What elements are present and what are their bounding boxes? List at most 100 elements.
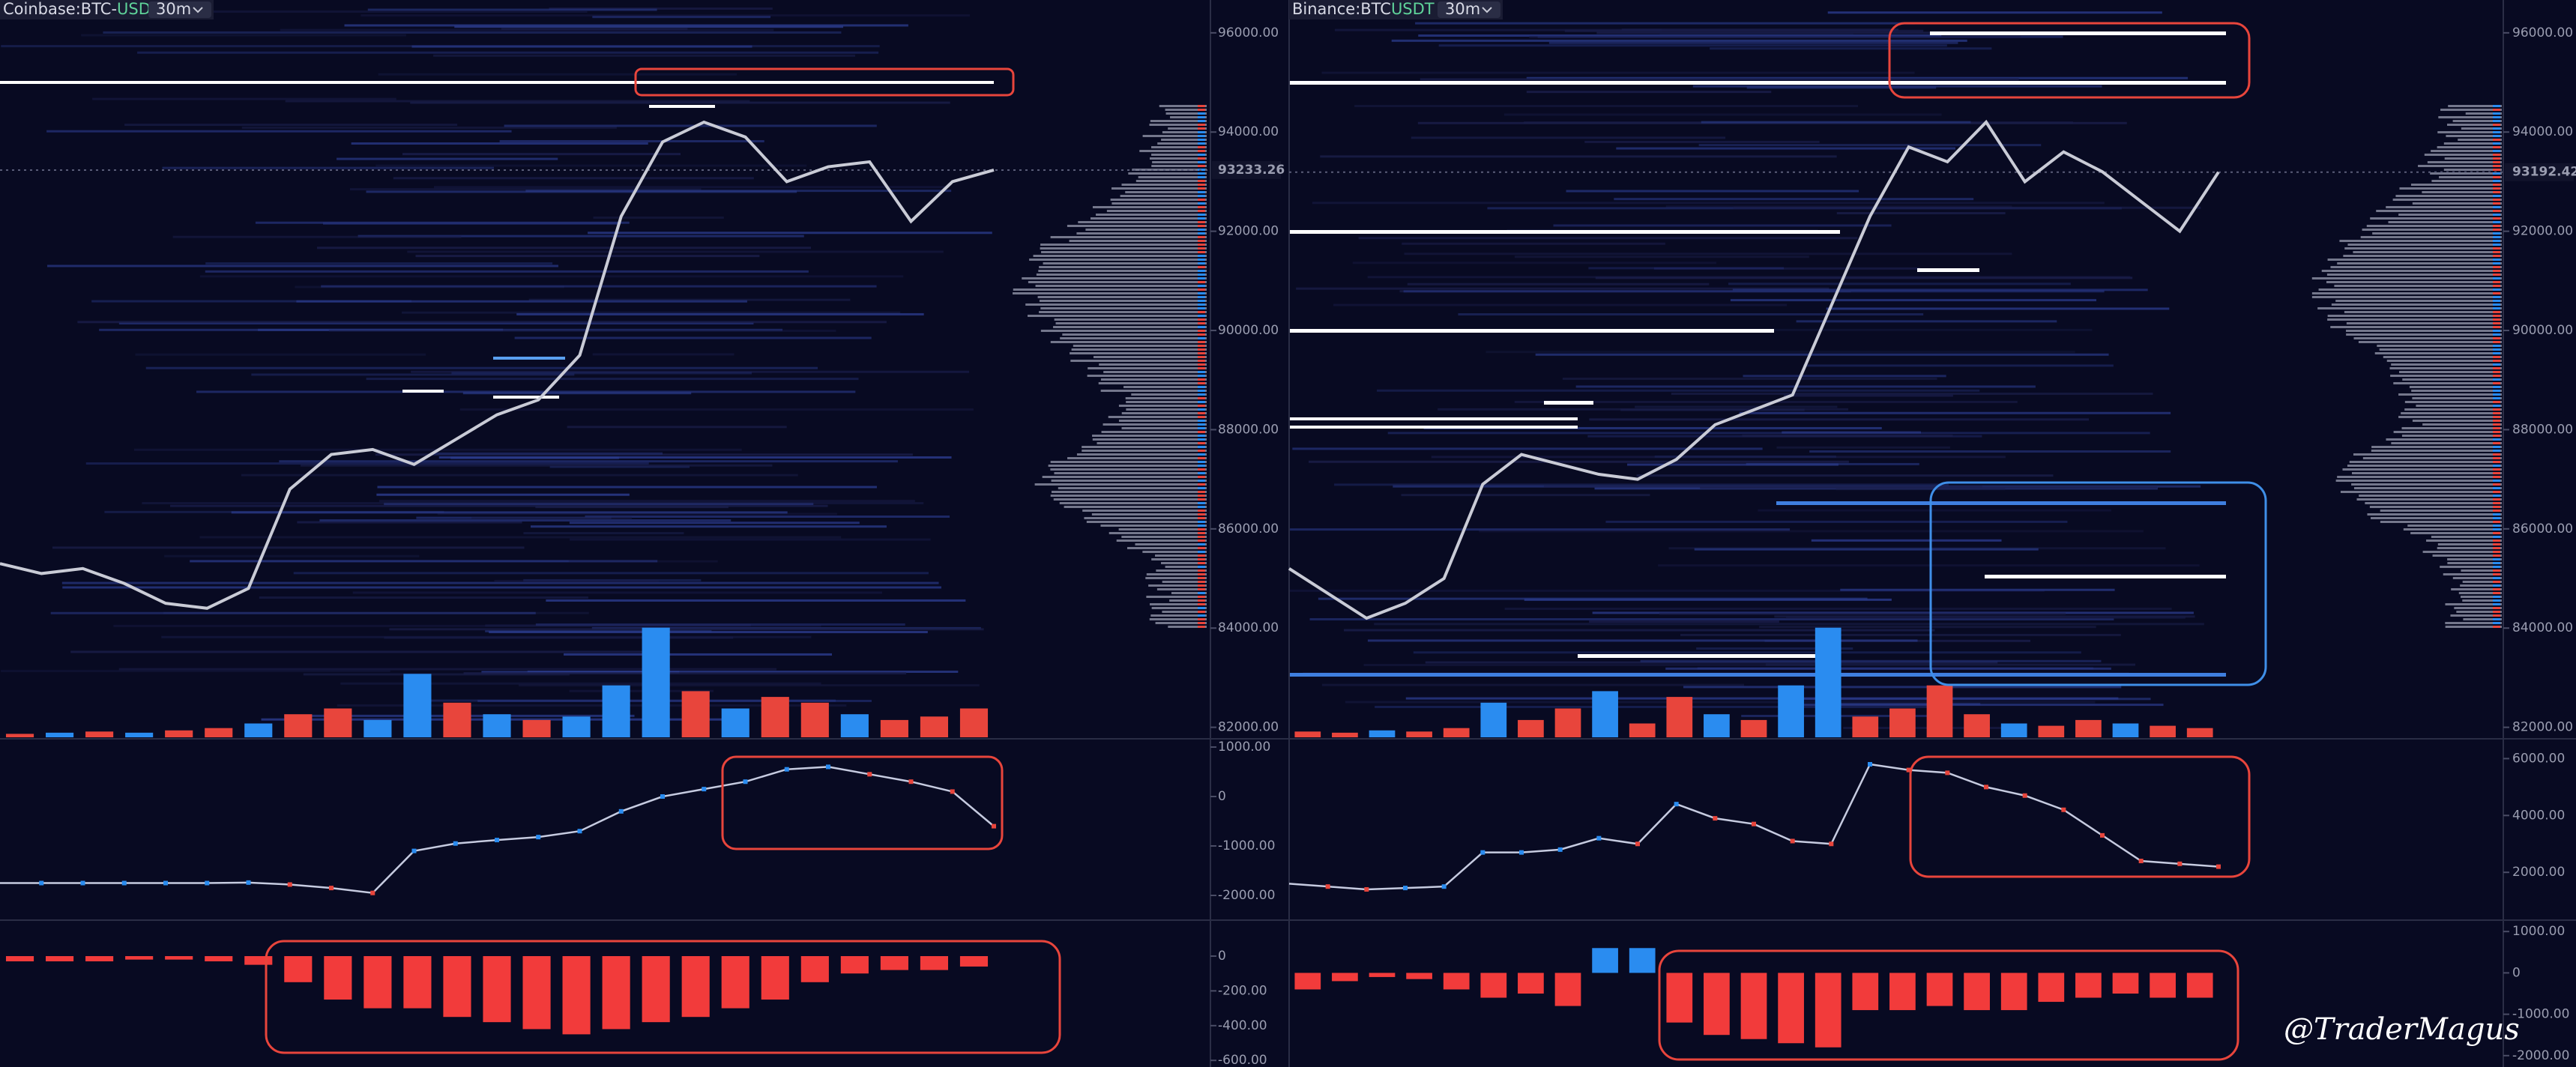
heatmap-stripe [528, 298, 851, 301]
volume-profile-edge [1198, 154, 1205, 156]
volume-bar [2186, 728, 2213, 737]
cvd-point [411, 848, 417, 853]
volume-profile-bar [2337, 262, 2502, 265]
dropdown-caret [193, 7, 203, 13]
volume-profile-edge [2493, 543, 2500, 545]
volume-profile-bar [1073, 345, 1207, 347]
volume-profile-edge [1198, 461, 1205, 463]
volume-profile-edge [2493, 622, 2500, 624]
volume-profile-edge [1198, 112, 1205, 115]
heatmap-stripe [1296, 287, 1830, 290]
volume-profile-edge [2493, 382, 2500, 384]
delta-bar [2186, 973, 2213, 998]
volume-profile-bar [1150, 120, 1207, 122]
volume-profile-edge [2493, 105, 2500, 107]
volume-profile-bar [2437, 543, 2502, 545]
heatmap-stripe [1529, 35, 2021, 38]
volume-profile-bar [1152, 161, 1207, 163]
volume-profile-edge [2493, 262, 2500, 265]
volume-profile-bar [2339, 240, 2502, 242]
quote-currency: USD [117, 0, 151, 18]
heatmap-stripe [91, 300, 411, 303]
volume-profile-bar [2456, 611, 2502, 613]
volume-profile-edge [1198, 412, 1205, 414]
volume-profile-edge [1198, 547, 1205, 549]
interval-selector[interactable]: 30m [148, 0, 211, 18]
volume-profile-bar [1138, 176, 1207, 178]
heatmap-stripe [1658, 564, 2200, 567]
volume-profile-edge [2493, 311, 2500, 313]
heatmap-stripe [124, 124, 458, 127]
y-tick-label: 82000.00 [2512, 720, 2573, 735]
volume-bar [562, 716, 591, 737]
heatmap-stripe [1391, 39, 1967, 42]
volume-profile-bar [2334, 285, 2502, 287]
volume-profile-edge [2493, 510, 2500, 512]
volume-profile-bar [1123, 386, 1207, 388]
heatmap-stripe [1596, 31, 2187, 34]
y-tick-label: -400.00 [1218, 1018, 1267, 1033]
heatmap-stripe [1401, 494, 1650, 497]
volume-bar [2075, 719, 2102, 737]
volume-profile-bar [2431, 536, 2502, 538]
heatmap-stripe [303, 673, 570, 676]
volume-profile-bar [2410, 532, 2502, 534]
heatmap-stripe [1, 670, 390, 673]
symbol-header[interactable]: Binance:BTCUSDT 30m [1289, 0, 1503, 19]
volume-profile-bar [2445, 622, 2502, 624]
liquidity-line [1289, 673, 2226, 677]
volume-profile-edge [1198, 611, 1205, 613]
price-line [1288, 119, 2220, 620]
cvd-point [2061, 807, 2066, 812]
volume-profile-bar [1078, 221, 1207, 223]
heatmap-stripe [531, 525, 887, 528]
volume-profile-bar [1100, 378, 1207, 381]
cvd-point [1752, 821, 1756, 826]
heatmap-stripe [190, 560, 658, 563]
volume-profile-edge [1198, 116, 1205, 118]
volume-profile-bar [1040, 330, 1207, 332]
cvd-point [2100, 832, 2105, 838]
heatmap-stripe [518, 684, 980, 687]
heatmap-stripe [1765, 663, 2136, 666]
cvd-point [1403, 886, 1408, 891]
volume-profile-edge [2493, 528, 2500, 531]
volume-profile-edge [1198, 180, 1205, 182]
heatmap-stripe [1438, 44, 1947, 47]
volume-bar [1778, 685, 1804, 737]
volume-profile-bar [2401, 435, 2502, 437]
volume-profile-edge [1198, 187, 1205, 190]
cvd-point [618, 808, 624, 814]
liquidity-line [402, 390, 444, 393]
volume-profile-edge [1198, 322, 1205, 324]
liquidity-line [1289, 81, 2226, 85]
heatmap-stripe [1387, 432, 2150, 435]
volume-profile-edge [2493, 352, 2500, 354]
interval-selector[interactable]: 30m [1438, 0, 1500, 18]
volume-profile-bar [2353, 487, 2502, 489]
volume-profile-edge [2493, 300, 2500, 302]
cvd-point [660, 794, 665, 800]
heatmap-stripe [62, 586, 941, 589]
liquidity-line [1776, 501, 2226, 505]
heatmap-stripe [3, 10, 588, 13]
highlight-box [1929, 481, 2267, 686]
heatmap-stripe [463, 672, 907, 675]
volume-profile-bar [1062, 333, 1207, 336]
heatmap-stripe [1700, 486, 2158, 489]
volume-profile-edge [2493, 577, 2500, 579]
volume-profile-bar [2346, 333, 2502, 336]
delta-bar [1629, 948, 1656, 973]
volume-profile-edge [1198, 214, 1205, 216]
heatmap-stripe [433, 54, 856, 57]
symbol-header[interactable]: Coinbase:BTC-USD 30m [0, 0, 214, 19]
heatmap-stripe [1730, 299, 2097, 302]
volume-profile-edge [1198, 367, 1205, 369]
heatmap-stripe [1320, 155, 1837, 158]
volume-bar [364, 719, 392, 737]
volume-profile-edge [2493, 318, 2500, 321]
delta-bar [205, 956, 233, 961]
heatmap-stripe [1321, 71, 1915, 74]
heatmap-stripe [1588, 267, 1785, 270]
volume-profile-bar [1013, 292, 1207, 294]
